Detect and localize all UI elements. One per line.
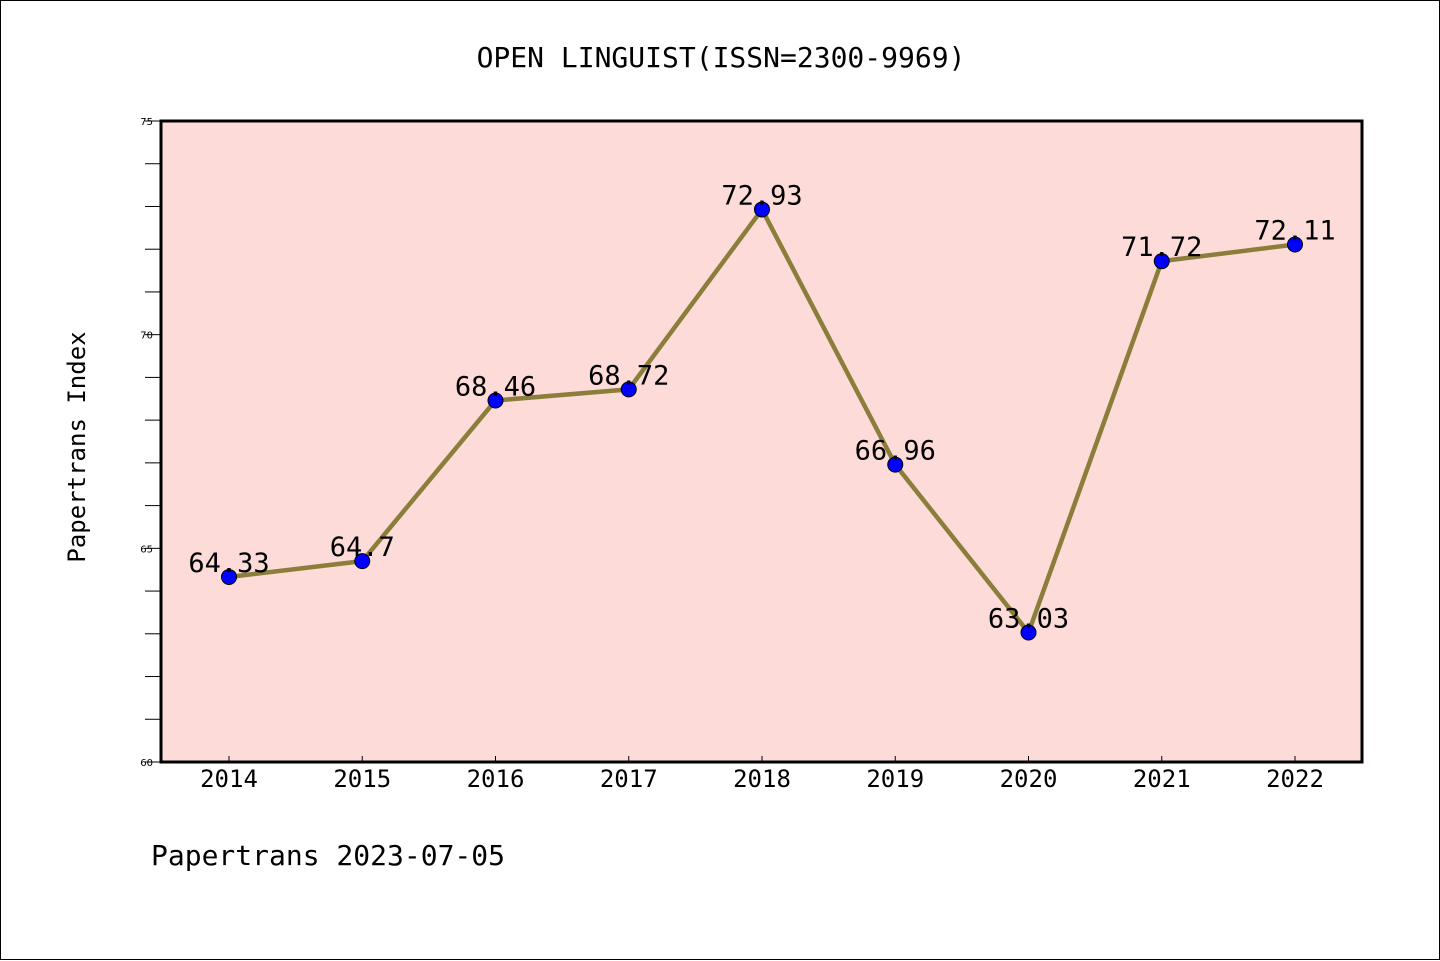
data-point bbox=[487, 392, 504, 409]
x-tick-label: 2016 bbox=[467, 765, 525, 793]
data-label: 68.46 bbox=[455, 371, 536, 402]
data-point bbox=[354, 553, 371, 570]
x-tick-label: 2015 bbox=[333, 765, 391, 793]
y-axis-label: Papertrans Index bbox=[63, 331, 91, 562]
data-label: 68.72 bbox=[588, 360, 669, 391]
plot-area bbox=[159, 119, 1364, 764]
data-label: 71.72 bbox=[1121, 232, 1202, 263]
data-point bbox=[1153, 253, 1170, 270]
data-label: 64.7 bbox=[330, 532, 395, 563]
chart-title: OPEN LINGUIST(ISSN=2300-9969) bbox=[477, 41, 966, 74]
y-tick-label: 70 bbox=[140, 331, 153, 342]
data-point bbox=[1020, 624, 1037, 641]
data-label: 64.33 bbox=[188, 548, 269, 579]
data-point bbox=[887, 456, 904, 473]
y-tick-label: 75 bbox=[140, 117, 153, 128]
data-label: 72.93 bbox=[721, 180, 802, 211]
x-tick-label: 2022 bbox=[1266, 765, 1324, 793]
data-point bbox=[754, 201, 770, 218]
data-point bbox=[620, 381, 637, 398]
data-markers bbox=[221, 201, 1303, 641]
y-tick-label: 60 bbox=[140, 758, 153, 769]
data-point bbox=[1287, 236, 1303, 253]
footer-text: Papertrans 2023-07-05 bbox=[151, 839, 505, 872]
data-labels: 64.33 64.7 68.46 68.72 72.93 66.96 63.03 71.72 7… bbox=[188, 180, 1335, 634]
x-tick-label: 2014 bbox=[200, 765, 258, 793]
x-axis-ticks: 2014 2015 2016 2017 2018 2019 2020 2021 2022 bbox=[200, 756, 1324, 793]
x-tick-label: 2021 bbox=[1133, 765, 1191, 793]
data-label: 66.96 bbox=[855, 436, 936, 467]
x-tick-label: 2018 bbox=[733, 765, 791, 793]
x-tick-label: 2020 bbox=[1000, 765, 1058, 793]
y-axis-ticks: 60 65 70 75 bbox=[140, 117, 161, 769]
data-label: 63.03 bbox=[988, 604, 1069, 635]
data-point bbox=[221, 568, 237, 585]
data-label: 72.11 bbox=[1254, 215, 1335, 246]
x-tick-label: 2017 bbox=[600, 765, 658, 793]
y-tick-label: 65 bbox=[140, 544, 153, 555]
x-tick-label: 2019 bbox=[866, 765, 924, 793]
